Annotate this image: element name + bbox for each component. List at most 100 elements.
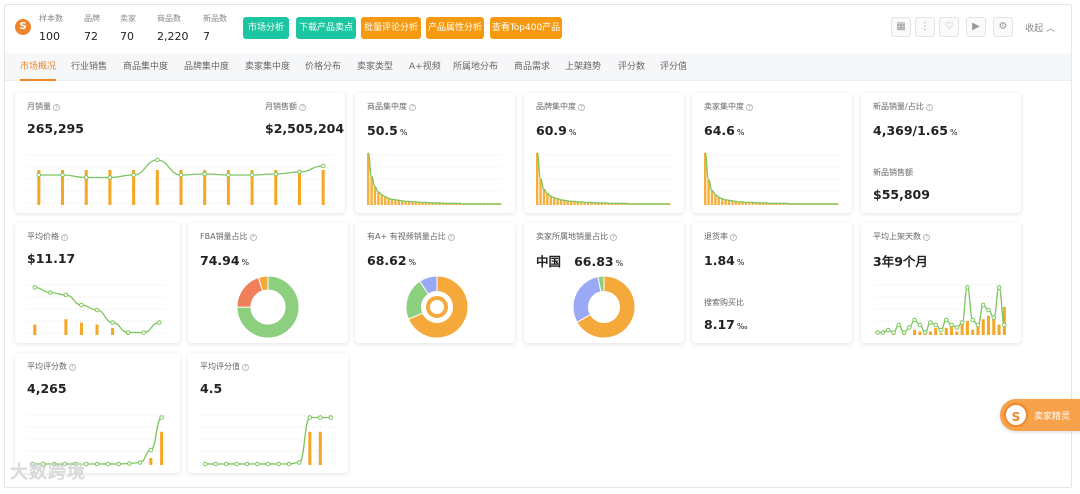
chart-bar	[782, 203, 785, 205]
chart-bar	[428, 202, 431, 205]
chart-bar	[297, 170, 301, 205]
chart-bar	[226, 170, 230, 205]
tab-seller-type[interactable]: 卖家类型	[357, 62, 394, 72]
question-icon[interactable]: ?	[249, 234, 257, 241]
tab-rating-value[interactable]: 评分值	[660, 62, 688, 72]
chart-bar	[778, 203, 782, 205]
card-new-product: 新品销量/占比? 4,369/1.65% 新品销售额 $55,809	[861, 93, 1021, 213]
chart-bar	[370, 176, 373, 205]
card-value: 60.9%	[536, 123, 577, 138]
question-icon[interactable]: ?	[447, 234, 455, 241]
chart-bar	[448, 203, 451, 205]
chart-bar	[250, 170, 254, 205]
chart-point	[116, 461, 121, 467]
question-icon[interactable]: ?	[746, 104, 753, 111]
chart-bar	[384, 196, 387, 205]
chart-point	[297, 169, 302, 175]
rating-chart	[200, 414, 336, 467]
chart-bar	[981, 319, 985, 335]
tab-product-demand[interactable]: 商品需求	[514, 62, 551, 72]
card-value: 4,369/1.65%	[873, 123, 958, 138]
chart-bar	[155, 170, 159, 205]
chart-point	[880, 330, 886, 335]
card-title: 平均评分数?	[27, 361, 76, 372]
chart-point	[996, 285, 1002, 290]
question-icon[interactable]: ?	[69, 364, 76, 371]
chart-bar	[727, 200, 731, 205]
chart-bar	[934, 328, 938, 335]
card-value: 68.62%	[367, 253, 417, 268]
monthly-sales-chart	[27, 154, 335, 205]
chart-bar	[553, 197, 556, 205]
question-icon[interactable]: ?	[299, 104, 306, 111]
question-icon[interactable]: ?	[730, 234, 737, 241]
seller-concentration-chart	[704, 152, 840, 205]
stat-product-count: 商品数 2,220	[157, 13, 189, 43]
question-icon[interactable]: ?	[409, 104, 416, 111]
video-icon[interactable]: ▶	[966, 17, 986, 37]
tab-listing-trend[interactable]: 上架趋势	[565, 62, 602, 72]
chart-bar	[418, 202, 421, 205]
tab-rating-count[interactable]: 评分数	[618, 62, 646, 72]
tab-aplus-video[interactable]: A+视频	[409, 62, 441, 72]
question-icon[interactable]: ?	[925, 104, 933, 111]
chart-bar	[751, 202, 754, 205]
chart-point	[127, 461, 132, 466]
grid-icon[interactable]: ▦	[891, 17, 911, 37]
card-value: 50.5%	[367, 123, 408, 138]
download-selling-points-button[interactable]: 下载产品卖点	[296, 17, 356, 39]
question-icon[interactable]: ?	[53, 104, 60, 111]
chart-trend-line	[536, 152, 670, 205]
chart-bar	[414, 201, 417, 205]
chart-point	[991, 315, 997, 320]
card-avg-price: 平均价格? $11.17	[15, 223, 180, 343]
market-analysis-button[interactable]: 市场分析	[243, 17, 289, 39]
question-icon[interactable]: ?	[923, 234, 930, 241]
chart-bar	[918, 331, 922, 335]
view-top400-button[interactable]: 查看Top400产品	[490, 17, 562, 39]
aplus-donut-chart	[405, 275, 469, 339]
heart-icon[interactable]: ♡	[939, 17, 959, 37]
chart-point	[213, 461, 218, 467]
chart-bar	[724, 199, 727, 205]
chart-bar	[373, 186, 377, 205]
tab-location-distribution[interactable]: 所属地分布	[453, 62, 499, 72]
card-monthly-sales: 月销量? 265,295 月销售额? $2,505,204	[15, 93, 345, 213]
chevron-up-icon: ︿	[1045, 24, 1055, 34]
tab-market-overview[interactable]: 市场概况	[20, 53, 57, 81]
batch-review-analysis-button[interactable]: 批量评论分析	[361, 17, 421, 39]
chart-point	[83, 461, 89, 467]
more-icon[interactable]: ⋮	[915, 17, 935, 37]
collapse-button[interactable]: 收起 ︿	[1025, 21, 1055, 34]
chart-point	[79, 302, 84, 308]
tab-industry-sales[interactable]: 行业销售	[71, 62, 108, 72]
card-returns: 退货率? 1.84% 搜索购买比 8.17 ‰	[692, 223, 852, 343]
chart-bar	[566, 200, 569, 205]
product-attribute-analysis-button[interactable]: 产品属性分析	[426, 17, 484, 39]
question-icon[interactable]: ?	[610, 234, 617, 241]
chart-bar	[976, 324, 980, 335]
chart-bar	[367, 153, 370, 205]
chart-bar	[717, 197, 720, 205]
chart-point	[949, 322, 954, 328]
chart-bar	[928, 331, 932, 335]
settings-icon[interactable]: ⚙	[993, 17, 1013, 37]
question-icon[interactable]: ?	[578, 104, 585, 111]
tab-brand-concentration[interactable]: 品牌集中度	[184, 62, 230, 72]
chart-bar	[621, 203, 624, 205]
chart-bar	[499, 203, 502, 205]
tab-price-distribution[interactable]: 价格分布	[305, 62, 342, 72]
seller-sprite-widget[interactable]: S 卖家精灵	[1000, 399, 1080, 431]
question-icon[interactable]: ?	[242, 364, 249, 371]
chart-point	[276, 461, 281, 467]
tab-seller-concentration[interactable]: 卖家集中度	[245, 62, 291, 72]
chart-point	[226, 172, 231, 178]
chart-point	[255, 461, 260, 467]
tab-product-concentration[interactable]: 商品集中度	[123, 62, 169, 72]
chart-point	[94, 461, 100, 467]
question-icon[interactable]: ?	[61, 234, 68, 241]
chart-bar	[149, 458, 153, 465]
review-count-chart	[27, 414, 167, 467]
card-value: 1.84%	[704, 253, 745, 268]
chart-bar	[775, 203, 778, 205]
